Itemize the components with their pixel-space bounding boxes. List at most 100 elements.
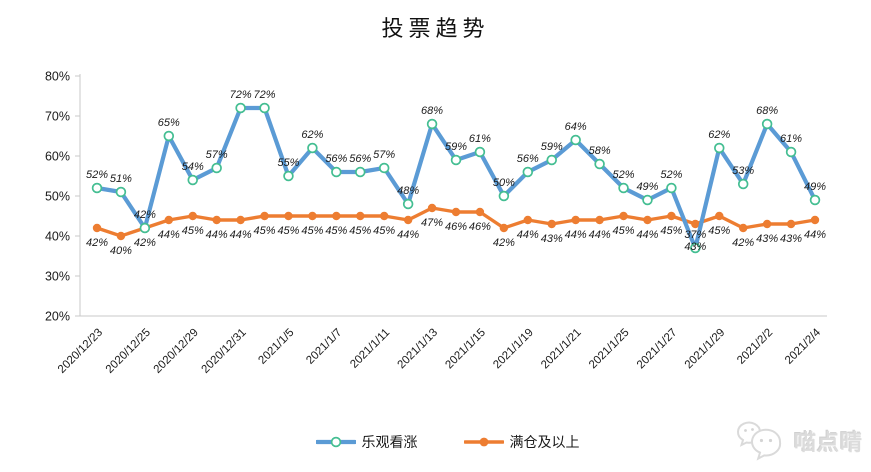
svg-text:46%: 46% [445,221,467,233]
svg-text:42%: 42% [493,237,515,249]
svg-text:2021/1/29: 2021/1/29 [683,327,728,372]
svg-text:45%: 45% [277,225,299,237]
svg-text:49%: 49% [804,181,826,193]
svg-text:2021/1/7: 2021/1/7 [304,327,344,367]
svg-text:68%: 68% [756,105,778,117]
svg-text:44%: 44% [230,229,252,241]
svg-text:45%: 45% [373,225,395,237]
svg-text:45%: 45% [349,225,371,237]
svg-text:57%: 57% [373,149,395,161]
series-full-position [92,203,820,241]
svg-text:72%: 72% [230,89,252,101]
svg-text:47%: 47% [421,217,443,229]
svg-text:40%: 40% [110,245,132,257]
svg-text:2021/1/27: 2021/1/27 [635,327,680,372]
svg-text:61%: 61% [780,133,802,145]
svg-text:42%: 42% [732,237,754,249]
legend-label-full-position: 满仓及以上 [509,434,580,450]
data-labels: 52%42%51%40%42%42%65%44%54%45%57%44%72%4… [86,89,826,257]
svg-text:58%: 58% [589,145,611,157]
svg-text:49%: 49% [636,181,658,193]
svg-text:45%: 45% [182,225,204,237]
svg-text:62%: 62% [708,129,730,141]
svg-text:2021/1/5: 2021/1/5 [256,327,296,367]
svg-text:46%: 46% [469,221,491,233]
svg-text:2020/12/23: 2020/12/23 [56,327,105,376]
bullish-line-marker-icon [315,436,356,448]
svg-text:65%: 65% [158,117,180,129]
svg-text:50%: 50% [45,190,70,204]
svg-text:44%: 44% [158,229,180,241]
series-bullish [91,102,821,254]
svg-text:2021/1/13: 2021/1/13 [396,327,441,372]
svg-text:44%: 44% [636,229,658,241]
svg-text:68%: 68% [421,105,443,117]
svg-text:2021/2/4: 2021/2/4 [783,326,824,367]
svg-text:42%: 42% [134,237,156,249]
svg-text:43%: 43% [684,241,706,253]
svg-text:44%: 44% [206,229,228,241]
svg-text:61%: 61% [469,133,491,145]
svg-text:51%: 51% [110,173,132,185]
svg-text:64%: 64% [565,121,587,133]
svg-text:52%: 52% [660,169,682,181]
legend-item-full-position: 满仓及以上 [463,432,580,452]
x-axis-labels: 2020/12/232020/12/252020/12/292020/12/31… [56,326,824,376]
full-position-line-marker-icon [463,437,504,447]
svg-text:50%: 50% [493,177,515,189]
svg-text:45%: 45% [660,225,682,237]
svg-text:2020/12/25: 2020/12/25 [104,327,153,376]
svg-text:52%: 52% [86,169,108,181]
svg-text:48%: 48% [397,185,419,197]
svg-text:52%: 52% [613,169,635,181]
axes [75,74,827,317]
svg-text:2020/12/31: 2020/12/31 [200,327,249,376]
svg-text:45%: 45% [708,225,730,237]
svg-text:2021/2/2: 2021/2/2 [735,327,775,367]
svg-text:30%: 30% [45,270,70,284]
svg-text:45%: 45% [613,225,635,237]
svg-text:43%: 43% [756,233,778,245]
svg-text:2021/1/11: 2021/1/11 [348,327,392,371]
svg-text:55%: 55% [277,157,299,169]
chart-legend: 乐观看涨 满仓及以上 [12,432,871,452]
svg-text:40%: 40% [45,230,70,244]
watermark: 喵点晴 [735,420,863,462]
svg-text:72%: 72% [254,89,276,101]
svg-text:45%: 45% [301,225,323,237]
svg-text:45%: 45% [325,225,347,237]
svg-text:2020/12/29: 2020/12/29 [152,327,201,376]
svg-text:56%: 56% [325,153,347,165]
svg-text:42%: 42% [86,237,108,249]
svg-text:59%: 59% [541,141,563,153]
svg-text:44%: 44% [397,229,419,241]
svg-text:53%: 53% [732,165,754,177]
svg-text:2021/1/19: 2021/1/19 [491,327,536,372]
svg-text:70%: 70% [45,110,70,124]
svg-text:62%: 62% [301,129,323,141]
legend-label-bullish: 乐观看涨 [361,434,418,450]
svg-text:56%: 56% [517,153,539,165]
svg-text:44%: 44% [517,229,539,241]
svg-text:44%: 44% [565,229,587,241]
chat-bubbles-icon [736,421,782,461]
svg-text:54%: 54% [182,161,204,173]
y-axis-labels: 20% 30% 40% 50% 60% 70% 80% [45,70,70,324]
svg-text:43%: 43% [780,233,802,245]
svg-text:37%: 37% [684,229,706,241]
svg-text:56%: 56% [349,153,371,165]
svg-text:59%: 59% [445,141,467,153]
svg-text:2021/1/21: 2021/1/21 [539,327,584,372]
svg-text:45%: 45% [254,225,276,237]
svg-text:42%: 42% [134,209,156,221]
legend-item-bullish: 乐观看涨 [315,432,418,452]
chart-title: 投票趋势 [381,17,490,42]
svg-text:80%: 80% [45,70,70,84]
svg-text:2021/1/25: 2021/1/25 [587,327,632,372]
svg-text:43%: 43% [541,233,563,245]
svg-text:44%: 44% [804,229,826,241]
watermark-text: 喵点晴 [793,430,863,455]
svg-text:20%: 20% [45,310,70,324]
